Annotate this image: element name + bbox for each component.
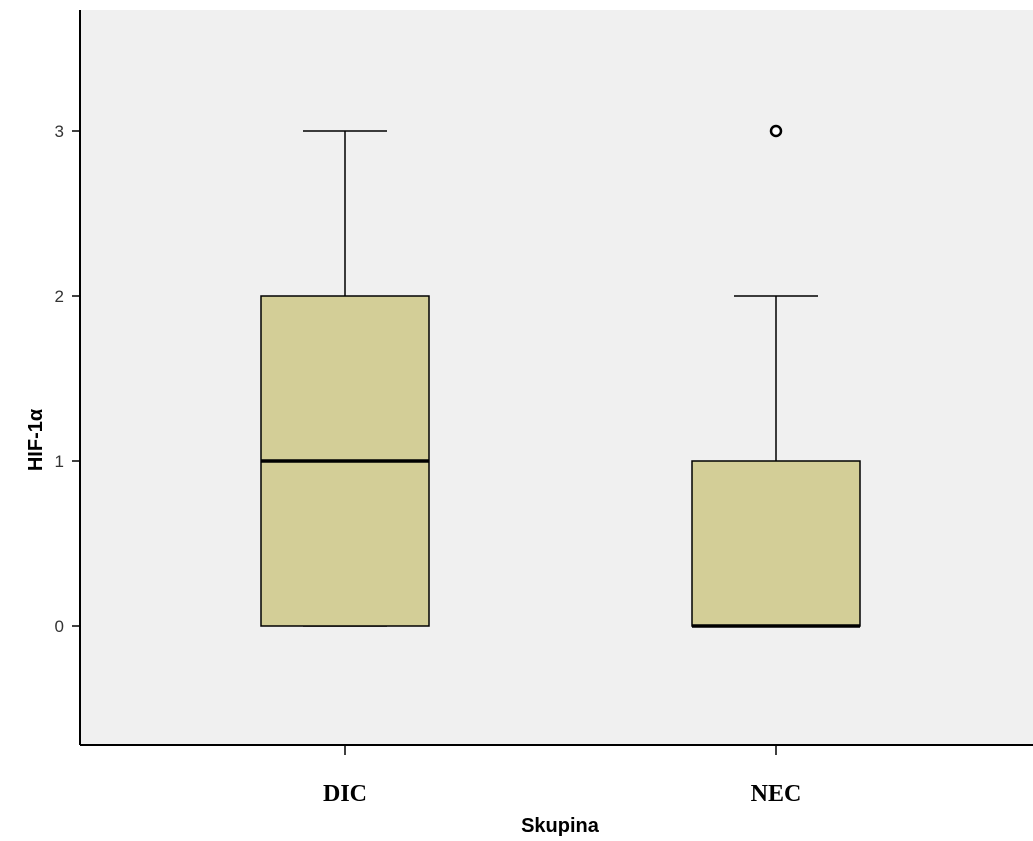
y-tick-label: 3 <box>55 122 64 141</box>
outlier-point <box>769 124 783 138</box>
y-tick-label: 2 <box>55 287 64 306</box>
plot-area <box>80 10 1033 745</box>
x-tick-label: NEC <box>751 781 802 807</box>
x-tick-label: DIC <box>323 781 367 807</box>
box-group <box>260 124 861 628</box>
x-axis-title: Skupina <box>521 815 600 837</box>
box-iqr <box>691 460 861 627</box>
x-axis-ticks: DIC NEC <box>323 745 801 807</box>
y-tick-label: 1 <box>55 452 64 471</box>
y-tick-label: 0 <box>55 617 64 636</box>
y-axis-ticks: 0 1 2 3 <box>55 122 80 636</box>
y-axis-title: HIF-1α <box>25 408 47 471</box>
